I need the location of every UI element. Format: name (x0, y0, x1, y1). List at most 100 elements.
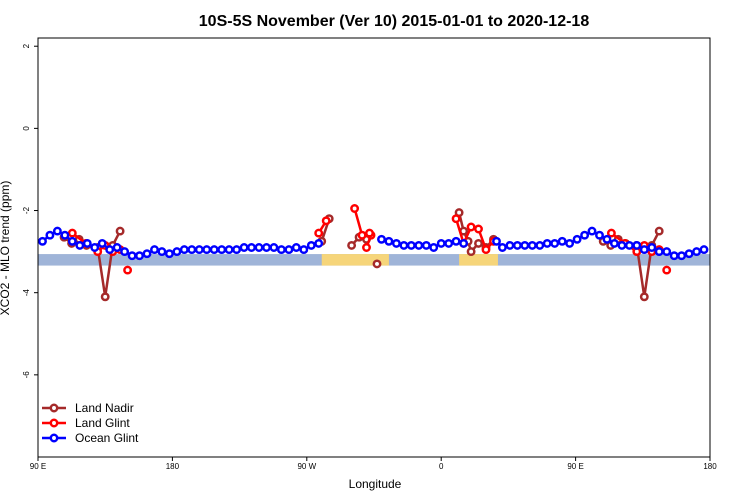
x-tick-label: 90 W (297, 462, 316, 471)
data-point (639, 292, 649, 302)
data-point (123, 265, 133, 275)
data-point (624, 240, 634, 250)
data-point (224, 245, 234, 255)
x-tick-label: 180 (166, 462, 180, 471)
data-point (602, 234, 612, 244)
data-point (60, 230, 70, 240)
data-point (90, 243, 100, 252)
data-point (654, 247, 664, 257)
data-point (321, 216, 331, 226)
data-point (187, 245, 197, 255)
series-layer (38, 204, 709, 302)
data-point (164, 249, 174, 259)
data-point (112, 243, 122, 252)
data-point (254, 243, 264, 252)
data-point (115, 226, 125, 236)
legend-item: Land Glint (42, 416, 130, 430)
data-point (632, 240, 642, 250)
data-point (179, 245, 189, 255)
data-point (247, 243, 256, 252)
data-point (67, 228, 77, 238)
data-point (639, 245, 649, 255)
data-point (150, 245, 159, 255)
legend-label: Land Nadir (75, 401, 134, 415)
legend-item: Land Nadir (42, 401, 134, 415)
data-point (217, 245, 227, 255)
data-point (429, 243, 439, 252)
data-point (67, 236, 77, 246)
data-point (436, 238, 446, 248)
plot-frame (37, 37, 711, 458)
data-point (654, 226, 664, 236)
x-tick-label: 90 E (567, 462, 583, 471)
data-point (135, 251, 144, 261)
legend-marker (49, 433, 59, 443)
data-point (75, 240, 85, 250)
data-point (474, 238, 483, 248)
data-point (232, 245, 242, 255)
legend-label: Ocean Glint (75, 431, 139, 445)
y-tick-label: -2 (22, 206, 31, 214)
data-point (127, 251, 137, 261)
data-point (202, 245, 212, 255)
y-tick-label: 0 (22, 126, 31, 131)
data-point (520, 240, 530, 250)
data-point (606, 228, 616, 238)
data-point (595, 230, 604, 240)
y-axis: 2 0 -2 -4 -6 (22, 43, 38, 378)
y-tick-label: -6 (22, 371, 31, 379)
data-point (284, 245, 294, 255)
x-tick-label: 0 (439, 462, 444, 471)
data-point (565, 238, 575, 248)
data-point (505, 240, 515, 250)
data-point (347, 240, 357, 250)
y-tick-label: 2 (22, 43, 31, 48)
data-point (194, 245, 204, 255)
data-point (306, 240, 316, 250)
data-point (269, 243, 279, 252)
x-tick-label: 180 (703, 462, 717, 471)
data-point (444, 238, 454, 248)
data-point (662, 265, 672, 275)
legend-marker (49, 403, 59, 413)
data-point (314, 238, 324, 248)
data-point (276, 245, 286, 255)
data-point (557, 236, 567, 246)
data-point (377, 234, 386, 244)
data-point (105, 245, 115, 255)
data-point (142, 249, 152, 259)
data-point (365, 228, 374, 238)
land-band (459, 254, 498, 266)
data-point (120, 247, 130, 257)
data-point (550, 238, 560, 248)
data-point (172, 247, 182, 257)
legend-label: Land Glint (75, 416, 130, 430)
data-point (391, 238, 401, 248)
data-point (662, 247, 672, 257)
legend-marker (49, 418, 59, 428)
data-point (451, 236, 461, 246)
data-point (372, 259, 382, 269)
data-point (609, 238, 619, 248)
data-point (239, 243, 249, 252)
data-point (699, 245, 709, 255)
y-tick-label: -4 (22, 289, 31, 297)
data-point (492, 236, 501, 246)
data-point (262, 243, 271, 252)
data-point (45, 230, 55, 240)
x-axis: 90 E 180 90 W 0 90 E 180 (30, 457, 717, 471)
data-point (692, 247, 702, 257)
data-point (299, 245, 309, 255)
data-point (684, 249, 694, 259)
data-point (474, 224, 483, 234)
data-point (481, 245, 491, 255)
data-point (580, 230, 590, 240)
data-point (209, 245, 219, 255)
series-ocean-glint (38, 226, 709, 261)
data-point (669, 251, 679, 261)
data-point (587, 226, 597, 236)
x-axis-label: Longitude (349, 477, 402, 491)
data-point (647, 243, 657, 252)
data-point (406, 240, 416, 250)
